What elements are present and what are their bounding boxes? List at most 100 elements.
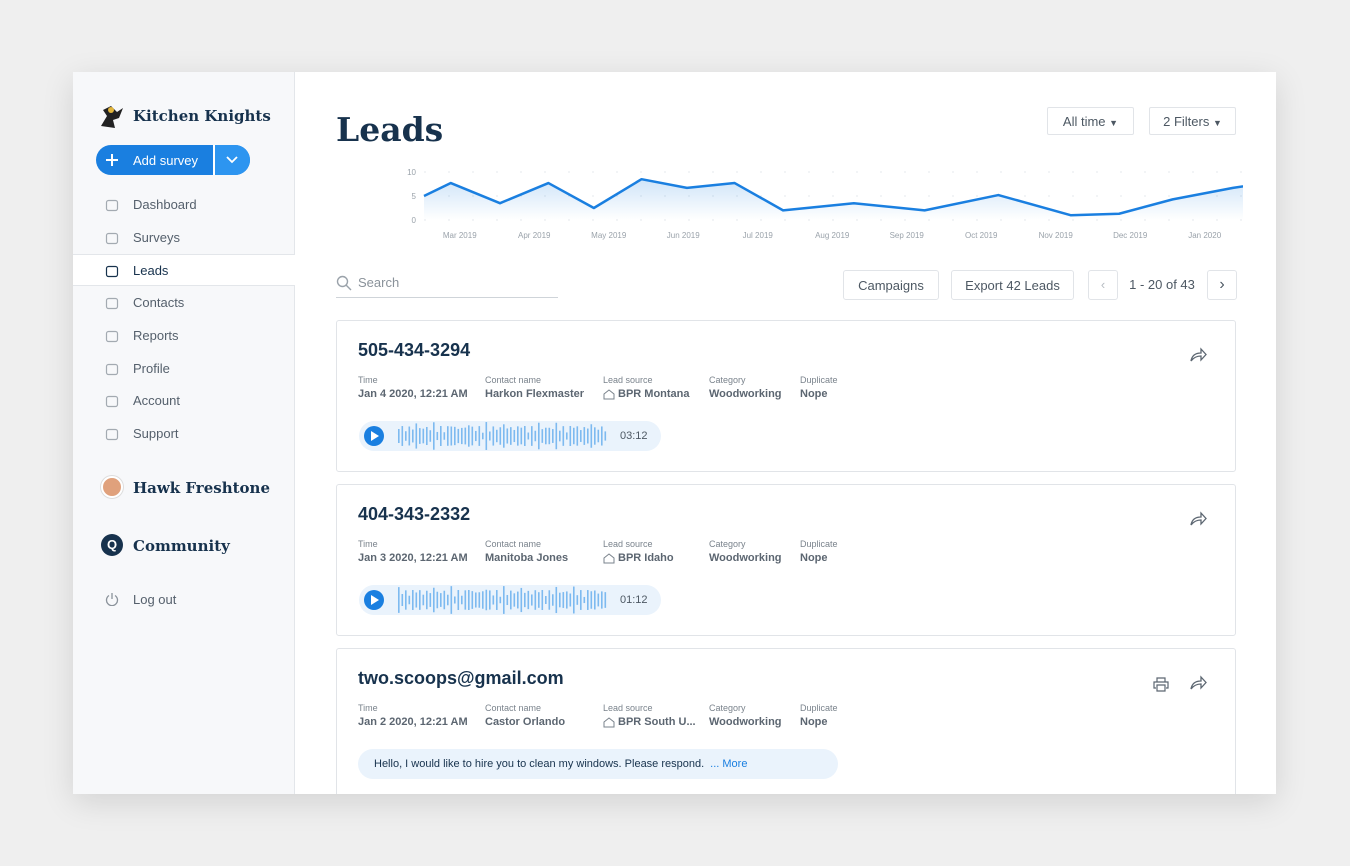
- app-window: Kitchen Knights Add survey Dashboard Surv…: [73, 72, 1276, 794]
- nav-label: Support: [133, 425, 179, 441]
- nav-icon: [105, 363, 119, 375]
- filters-button[interactable]: 2 Filters ▼: [1149, 107, 1236, 135]
- nav-item[interactable]: Dashboard: [73, 189, 295, 221]
- brand-name: Kitchen Knights: [133, 107, 271, 125]
- source-icon-shape: [603, 389, 615, 400]
- waveform-bar: [485, 422, 488, 450]
- nav-item[interactable]: Surveys: [73, 222, 295, 254]
- x-tick-label: Dec 2019: [1113, 231, 1148, 240]
- waveform-bar: [604, 431, 607, 441]
- waveform-bar: [426, 590, 428, 610]
- play-icon: [371, 595, 379, 605]
- nav-item[interactable]: Account: [73, 385, 295, 417]
- field-value: Jan 4 2020, 12:21 AM: [358, 388, 468, 400]
- waveform-bar: [443, 432, 446, 440]
- prev-page-button[interactable]: ‹: [1088, 270, 1118, 300]
- nav-item[interactable]: Contacts: [73, 287, 295, 319]
- lead-card: two.scoops@gmail.com Time Jan 2 2020, 12:2…: [336, 648, 1236, 794]
- user-name[interactable]: Hawk Freshtone: [133, 479, 270, 497]
- field-value: Jan 3 2020, 12:21 AM: [358, 552, 468, 564]
- play-icon: [371, 431, 379, 441]
- waveform-bar: [583, 427, 586, 445]
- waveform-bar: [478, 592, 481, 608]
- waveform-bar: [433, 422, 435, 450]
- time-filter[interactable]: All time ▼: [1047, 107, 1134, 135]
- waveform-bar: [510, 427, 512, 445]
- audio-duration: 01:12: [620, 594, 648, 606]
- field-value: BPR South U...: [618, 716, 696, 728]
- waveform-bar: [429, 593, 432, 607]
- field-label: Time: [358, 703, 378, 713]
- logout-link[interactable]: Log out: [133, 592, 177, 607]
- field-label: Lead source: [603, 703, 653, 713]
- nav-label: Profile: [133, 360, 170, 376]
- share-icon[interactable]: [1189, 511, 1207, 527]
- share-icon[interactable]: [1189, 347, 1207, 363]
- field-label: Time: [358, 539, 378, 549]
- audio-player[interactable]: 01:12: [359, 585, 661, 615]
- field-value: Jan 2 2020, 12:21 AM: [358, 716, 468, 728]
- waveform-bar: [499, 427, 502, 445]
- field-label: Lead source: [603, 375, 653, 385]
- waveform-bar: [492, 426, 495, 446]
- sidebar: Kitchen Knights Add survey Dashboard Surv…: [73, 72, 295, 794]
- waveform-bar: [524, 426, 526, 446]
- nav-item[interactable]: Leads: [73, 254, 295, 287]
- page-title: Leads: [336, 110, 444, 149]
- campaigns-button[interactable]: Campaigns: [843, 270, 939, 300]
- export-button[interactable]: Export 42 Leads: [951, 270, 1074, 300]
- audio-controls: [364, 422, 607, 450]
- community-icon: Q: [101, 534, 123, 556]
- waveform-bar: [566, 591, 568, 609]
- waveform-bar: [569, 593, 572, 607]
- field-label: Lead source: [603, 539, 653, 549]
- community-link[interactable]: Community: [133, 537, 230, 555]
- waveform-bar: [590, 591, 593, 609]
- add-survey-button[interactable]: Add survey: [96, 145, 250, 175]
- waveform-bar: [503, 586, 505, 614]
- waveform-bar: [548, 590, 551, 610]
- waveform-bar: [545, 427, 547, 445]
- nav-icon: [105, 428, 119, 440]
- waveform-bar: [569, 426, 572, 446]
- nav-icon: [105, 199, 119, 212]
- waveform-bar: [482, 432, 484, 440]
- add-survey-dropdown[interactable]: [213, 145, 250, 175]
- source-icon: [603, 717, 615, 728]
- search-icon: [336, 275, 352, 291]
- waveform-bar: [426, 426, 428, 446]
- waveform-bar: [457, 428, 460, 444]
- waveform-bar: [478, 426, 481, 446]
- nav-icon-shape: [105, 428, 119, 440]
- nav-icon-shape: [105, 232, 119, 244]
- search-input[interactable]: Search: [336, 270, 558, 298]
- next-page-button[interactable]: ›: [1207, 270, 1237, 300]
- nav-icon: [105, 232, 119, 244]
- line-area: [424, 179, 1243, 220]
- nav-icon: [105, 266, 119, 278]
- field-label: Duplicate: [800, 375, 838, 385]
- y-tick-label: 10: [407, 168, 416, 177]
- waveform-bar: [422, 594, 425, 606]
- waveform-bar: [594, 427, 596, 445]
- audio-player[interactable]: 03:12: [359, 421, 661, 451]
- field-value: Nope: [800, 716, 828, 728]
- waveform-bar: [559, 430, 561, 442]
- nav-item[interactable]: Reports: [73, 320, 295, 352]
- waveform-bar: [541, 590, 544, 610]
- search-placeholder: Search: [358, 275, 400, 290]
- field-value: Harkon Flexmaster: [485, 388, 585, 400]
- nav-icon-shape: [105, 266, 119, 278]
- waveform-bar: [412, 590, 414, 610]
- waveform-bar: [524, 592, 526, 608]
- share-icon[interactable]: [1189, 675, 1207, 691]
- print-icon[interactable]: [1153, 676, 1169, 692]
- waveform-bar: [604, 592, 607, 608]
- time-filter-label: All time: [1062, 114, 1106, 129]
- more-link[interactable]: ... More: [710, 758, 748, 770]
- nav-item[interactable]: Profile: [73, 353, 295, 385]
- nav-item[interactable]: Support: [73, 418, 295, 450]
- field-label: Category: [709, 539, 746, 549]
- audio-controls: [364, 586, 607, 614]
- nav-label: Contacts: [133, 295, 185, 311]
